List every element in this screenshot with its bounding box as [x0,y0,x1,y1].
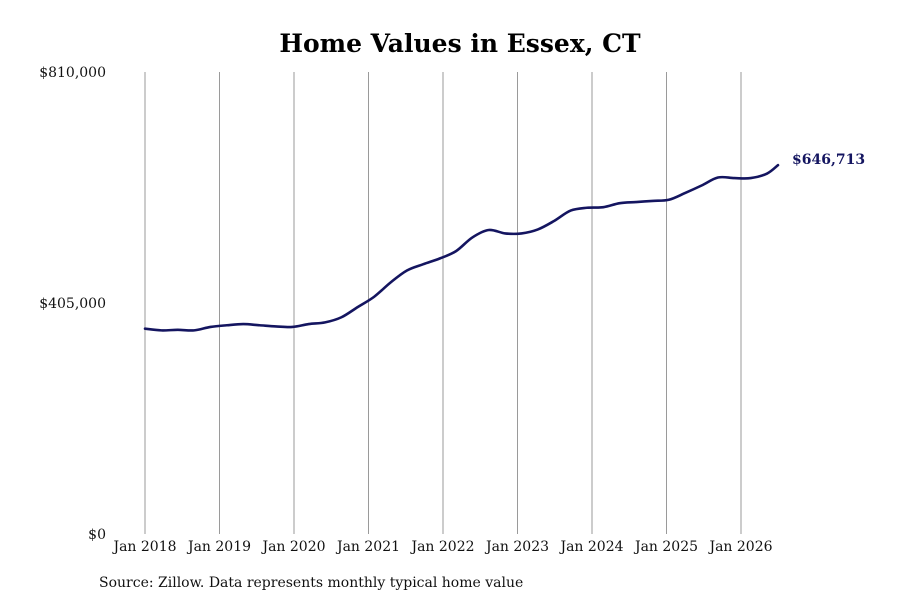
x-tick-label: Jan 2024 [558,539,623,555]
x-tick-label: Jan 2019 [186,539,251,555]
source-note: Source: Zillow. Data represents monthly … [99,575,523,591]
y-tick-label: $810,000 [39,65,106,81]
x-tick-label: Jan 2021 [335,539,400,555]
x-tick-label: Jan 2020 [260,539,325,555]
x-tick-label: Jan 2018 [111,539,176,555]
x-tick-label: Jan 2025 [633,539,698,555]
x-tick-label: Jan 2026 [707,539,772,555]
chart-title: Home Values in Essex, CT [279,29,641,58]
series-line [143,163,780,332]
x-tick-label: Jan 2022 [409,539,474,555]
x-axis-ticks: Jan 2018 Jan 2019 Jan 2020 Jan 2021 Jan 2022… [111,539,772,555]
y-tick-label: $405,000 [39,296,106,312]
end-value-label: $646,713 [792,152,865,168]
x-tick-label: Jan 2023 [484,539,549,555]
y-tick-label: $0 [88,527,106,543]
y-axis-ticks: $0 $405,000 $810,000 [39,65,106,543]
grid-lines [144,72,742,534]
series-layer [143,163,780,332]
